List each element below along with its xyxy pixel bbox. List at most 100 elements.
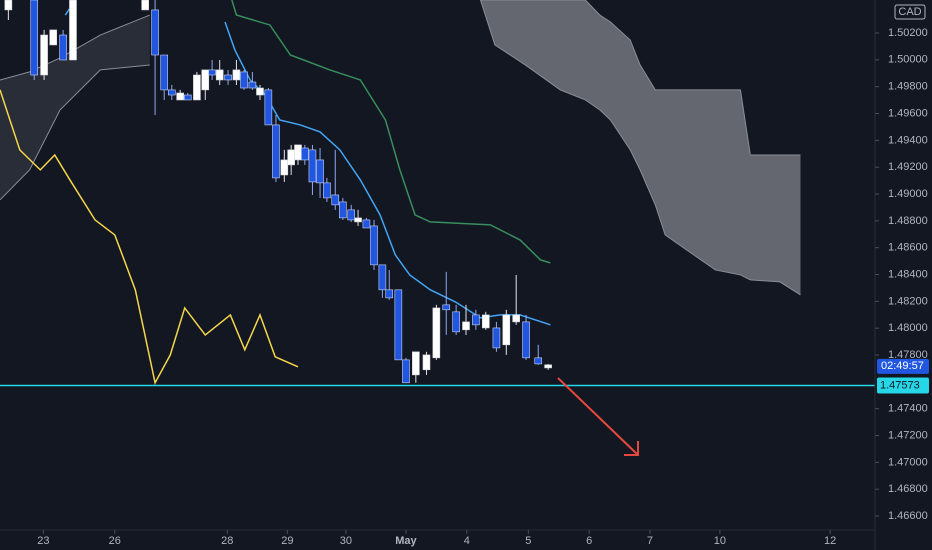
candle-body — [316, 159, 324, 184]
support-label-box — [877, 377, 929, 394]
candle-body — [472, 314, 480, 326]
candle-body — [452, 311, 460, 333]
arrow-annotation — [557, 377, 639, 456]
candle-body — [287, 149, 295, 166]
candle-body — [432, 307, 441, 359]
y-tick-label: 1.49600 — [888, 107, 928, 119]
candle-body — [141, 0, 149, 11]
x-tick-label: 12 — [824, 535, 836, 547]
cloud — [480, 0, 801, 295]
candle-body — [264, 89, 273, 126]
candle-body — [168, 89, 176, 96]
candle-body — [402, 359, 410, 384]
candle-body — [422, 354, 431, 371]
candle-body — [224, 74, 232, 81]
countdown-box — [877, 358, 929, 374]
candle-body — [201, 69, 210, 91]
candle-body — [280, 159, 289, 176]
y-tick-label: 1.47000 — [888, 456, 928, 468]
x-tick-label: 10 — [714, 535, 726, 547]
candle-body — [59, 34, 67, 61]
candle-body — [49, 29, 58, 46]
arrow-head — [624, 441, 639, 456]
x-tick-label: 7 — [647, 535, 653, 547]
candle-body — [462, 321, 470, 331]
cloud-edge — [479, 0, 801, 296]
y-tick-label: 1.50200 — [888, 27, 928, 39]
y-tick-label: 1.48400 — [888, 268, 928, 280]
y-tick-label: 1.50000 — [888, 54, 928, 66]
countdown-label: 02:49:57 — [881, 360, 924, 372]
candle-body — [502, 314, 511, 346]
x-tick-label: May — [395, 535, 417, 547]
candle-body — [394, 289, 403, 361]
candle-body — [442, 304, 451, 311]
x-tick-label: 28 — [221, 535, 233, 547]
candle-body — [208, 69, 216, 76]
cloud-edge — [0, 64, 150, 201]
candle-body — [339, 201, 347, 219]
candle-body — [30, 0, 39, 76]
candle-body — [412, 351, 420, 376]
indicator-line — [0, 89, 299, 385]
candle-body — [193, 74, 201, 101]
candle-body — [492, 327, 501, 349]
cloud-edge — [480, 0, 801, 156]
x-tick-label: 29 — [281, 535, 293, 547]
x-tick-label: 6 — [586, 535, 592, 547]
candle-body — [160, 54, 169, 91]
y-tick-label: 1.47200 — [888, 429, 928, 441]
candle-body — [215, 69, 224, 81]
candle-body — [378, 264, 387, 291]
candle-body — [294, 144, 302, 161]
candle-body — [331, 194, 340, 206]
candle-body — [544, 364, 552, 369]
candle-body — [534, 357, 543, 365]
y-tick-label: 1.48800 — [888, 215, 928, 227]
candle-body — [354, 217, 362, 223]
candle-body — [385, 289, 394, 299]
y-tick-label: 1.46800 — [888, 483, 928, 495]
currency-label: CAD — [898, 6, 921, 18]
y-tick-label: 1.49000 — [888, 188, 928, 200]
y-tick-label: 1.47400 — [888, 403, 928, 415]
candle-body — [323, 182, 331, 199]
currency-badge[interactable] — [894, 4, 926, 20]
candle-body — [232, 69, 241, 81]
x-tick-label: 30 — [340, 535, 352, 547]
candle-body — [522, 321, 530, 359]
candle-body — [362, 219, 371, 229]
candle-body — [183, 94, 192, 101]
indicator-line — [231, 0, 551, 264]
candle-body — [240, 71, 248, 89]
plot-area — [0, 0, 875, 387]
y-tick-label: 1.48600 — [888, 242, 928, 254]
candle-body — [308, 149, 317, 183]
y-tick-label: 1.47800 — [888, 349, 928, 361]
x-tick-label: 23 — [37, 535, 49, 547]
x-tick-label: 4 — [464, 535, 470, 547]
candle-body — [69, 0, 77, 61]
y-tick-label: 1.49400 — [888, 134, 928, 146]
candle-body — [256, 87, 264, 96]
candle-body — [4, 0, 13, 11]
candle-body — [370, 225, 378, 266]
candle-body — [481, 314, 490, 329]
candle-body — [512, 314, 520, 323]
candle-body — [176, 92, 184, 101]
y-tick-label: 1.49200 — [888, 161, 928, 173]
y-tick-label: 1.48000 — [888, 322, 928, 334]
candle-body — [248, 81, 257, 89]
candle-body — [272, 124, 280, 179]
y-tick-label: 1.48200 — [888, 295, 928, 307]
y-tick-label: 1.46600 — [888, 510, 928, 522]
candle-body — [347, 209, 356, 221]
candle-body — [301, 147, 309, 161]
candle-body — [151, 9, 159, 56]
y-tick-label: 1.49800 — [888, 81, 928, 93]
x-tick-label: 26 — [109, 535, 121, 547]
candle-body — [40, 34, 48, 76]
x-tick-label: 5 — [525, 535, 531, 547]
